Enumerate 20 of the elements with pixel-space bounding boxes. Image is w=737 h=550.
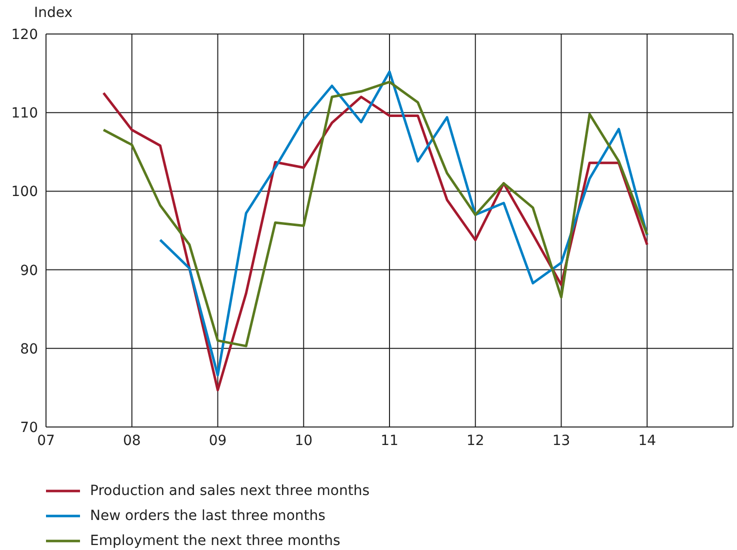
- x-tick-label: 11: [380, 432, 398, 449]
- x-tick-label: 09: [208, 432, 227, 449]
- y-tick-label: 100: [11, 184, 38, 200]
- y-tick-label: 70: [20, 420, 38, 436]
- y-axis-title: Index: [34, 5, 73, 21]
- y-tick-label: 80: [20, 341, 38, 358]
- line-series: [102, 80, 648, 348]
- y-tick-label: 120: [11, 26, 38, 43]
- legend-label: Production and sales next three months: [90, 482, 370, 498]
- x-tick-label: 08: [122, 432, 141, 449]
- y-tick-label: 110: [11, 106, 38, 122]
- legend-label: Employment the next three months: [90, 532, 340, 548]
- x-tick-label: 13: [552, 432, 570, 449]
- y-tick-label: 90: [20, 262, 38, 279]
- x-tick-label: 07: [37, 432, 55, 449]
- legend-label: New orders the last three months: [90, 508, 326, 524]
- x-tick-label: 10: [294, 432, 313, 449]
- x-tick-label: 12: [466, 432, 484, 449]
- x-tick-label: 14: [638, 432, 656, 449]
- line-series: [158, 70, 648, 376]
